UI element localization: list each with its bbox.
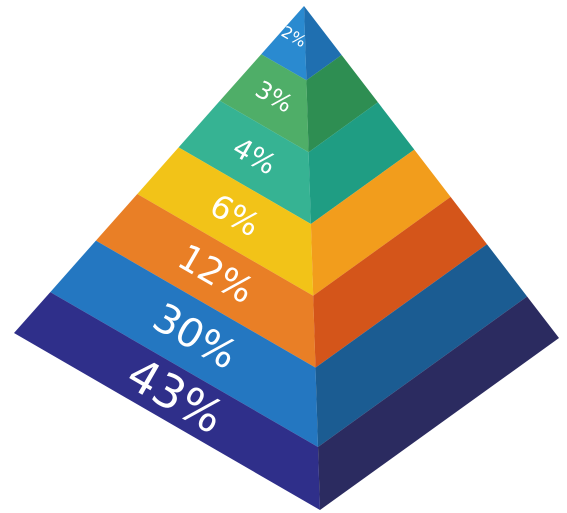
- layer-1-front-face: [261, 6, 307, 81]
- pyramid-faces: [14, 6, 559, 510]
- layer-6-front-face: [50, 240, 319, 447]
- layer-4-front-face: [137, 147, 314, 296]
- layer-5-side-face: [313, 196, 487, 368]
- layer-2-front-face: [219, 54, 309, 153]
- layer-4-side-face: [310, 149, 451, 296]
- layer-7-side-face: [318, 296, 559, 510]
- layer-3-side-face: [308, 102, 415, 224]
- layer-3-front-face: [178, 100, 311, 224]
- layer-1-side-face: [304, 6, 342, 81]
- layer-2-side-face: [306, 55, 378, 153]
- layer-5-front-face: [95, 194, 316, 368]
- layer-7-front-face: [14, 292, 320, 510]
- layer-6-side-face: [315, 244, 528, 447]
